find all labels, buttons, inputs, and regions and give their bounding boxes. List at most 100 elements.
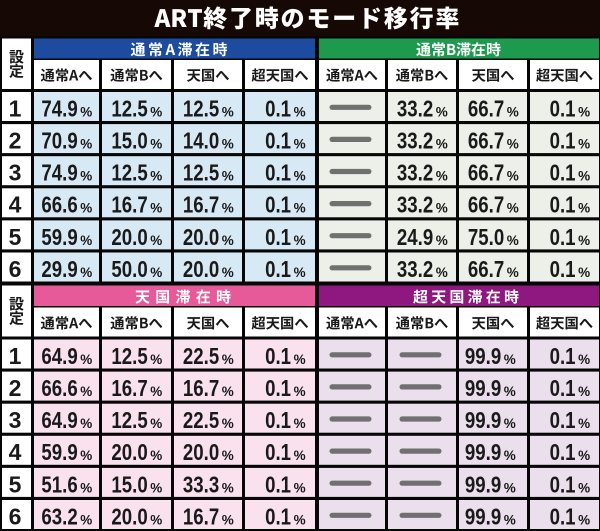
svg-text:0.1: 0.1 bbox=[550, 439, 576, 465]
svg-text:16.7: 16.7 bbox=[111, 375, 147, 401]
svg-text:0.1: 0.1 bbox=[550, 192, 576, 218]
svg-text:20.0: 20.0 bbox=[111, 224, 147, 250]
svg-text:5: 5 bbox=[9, 224, 22, 250]
svg-text:0.1: 0.1 bbox=[265, 160, 291, 186]
svg-text:%: % bbox=[150, 265, 162, 280]
svg-text:0.1: 0.1 bbox=[265, 407, 291, 433]
svg-text:%: % bbox=[578, 169, 590, 184]
svg-text:%: % bbox=[222, 201, 234, 216]
svg-text:12.5: 12.5 bbox=[111, 407, 147, 433]
svg-text:0.1: 0.1 bbox=[265, 343, 291, 369]
svg-text:%: % bbox=[578, 448, 590, 463]
svg-text:%: % bbox=[222, 512, 234, 527]
svg-text:0.1: 0.1 bbox=[265, 95, 291, 121]
svg-text:%: % bbox=[222, 384, 234, 399]
svg-text:%: % bbox=[294, 416, 306, 431]
svg-text:%: % bbox=[150, 104, 162, 119]
svg-text:0.1: 0.1 bbox=[265, 256, 291, 282]
svg-text:%: % bbox=[222, 137, 234, 152]
svg-text:%: % bbox=[504, 448, 516, 463]
svg-text:33.2: 33.2 bbox=[397, 160, 433, 186]
svg-text:99.9: 99.9 bbox=[465, 375, 501, 401]
svg-text:%: % bbox=[578, 512, 590, 527]
svg-text:%: % bbox=[294, 352, 306, 367]
svg-text:%: % bbox=[222, 265, 234, 280]
svg-text:33.2: 33.2 bbox=[397, 95, 433, 121]
svg-text:66.7: 66.7 bbox=[468, 256, 504, 282]
svg-text:%: % bbox=[578, 352, 590, 367]
svg-text:%: % bbox=[507, 201, 519, 216]
svg-text:%: % bbox=[578, 104, 590, 119]
svg-text:2: 2 bbox=[9, 128, 22, 154]
svg-text:%: % bbox=[294, 265, 306, 280]
svg-text:0.1: 0.1 bbox=[265, 471, 291, 497]
svg-text:%: % bbox=[294, 448, 306, 463]
svg-text:15.0: 15.0 bbox=[111, 128, 147, 154]
svg-text:%: % bbox=[507, 169, 519, 184]
svg-text:%: % bbox=[507, 265, 519, 280]
svg-text:%: % bbox=[436, 137, 448, 152]
svg-text:%: % bbox=[294, 233, 306, 248]
svg-text:20.0: 20.0 bbox=[111, 439, 147, 465]
svg-text:66.7: 66.7 bbox=[468, 95, 504, 121]
svg-text:66.7: 66.7 bbox=[468, 160, 504, 186]
svg-text:0.1: 0.1 bbox=[550, 128, 576, 154]
svg-text:0.1: 0.1 bbox=[265, 375, 291, 401]
svg-text:0.1: 0.1 bbox=[550, 471, 576, 497]
svg-text:%: % bbox=[80, 201, 92, 216]
svg-text:33.2: 33.2 bbox=[397, 128, 433, 154]
svg-text:%: % bbox=[504, 416, 516, 431]
svg-text:33.2: 33.2 bbox=[397, 192, 433, 218]
svg-text:0.1: 0.1 bbox=[550, 375, 576, 401]
svg-text:%: % bbox=[150, 233, 162, 248]
svg-text:%: % bbox=[80, 384, 92, 399]
svg-text:66.7: 66.7 bbox=[468, 128, 504, 154]
svg-text:12.5: 12.5 bbox=[183, 160, 219, 186]
svg-text:99.9: 99.9 bbox=[465, 439, 501, 465]
svg-text:20.0: 20.0 bbox=[183, 224, 219, 250]
svg-text:%: % bbox=[507, 233, 519, 248]
svg-text:%: % bbox=[80, 352, 92, 367]
svg-text:5: 5 bbox=[9, 471, 22, 497]
svg-text:%: % bbox=[222, 480, 234, 495]
svg-text:%: % bbox=[504, 480, 516, 495]
svg-text:0.1: 0.1 bbox=[550, 256, 576, 282]
svg-text:59.9: 59.9 bbox=[41, 224, 77, 250]
svg-text:66.6: 66.6 bbox=[41, 192, 77, 218]
svg-text:%: % bbox=[222, 169, 234, 184]
svg-text:%: % bbox=[294, 384, 306, 399]
svg-text:75.0: 75.0 bbox=[468, 224, 504, 250]
svg-text:%: % bbox=[222, 104, 234, 119]
svg-text:99.9: 99.9 bbox=[465, 343, 501, 369]
svg-text:%: % bbox=[150, 169, 162, 184]
svg-text:%: % bbox=[578, 416, 590, 431]
svg-text:0.1: 0.1 bbox=[265, 192, 291, 218]
svg-text:%: % bbox=[578, 233, 590, 248]
svg-text:99.9: 99.9 bbox=[465, 471, 501, 497]
svg-text:64.9: 64.9 bbox=[41, 343, 77, 369]
svg-text:12.5: 12.5 bbox=[111, 343, 147, 369]
svg-text:%: % bbox=[150, 480, 162, 495]
svg-text:%: % bbox=[80, 448, 92, 463]
svg-text:51.6: 51.6 bbox=[41, 471, 77, 497]
svg-text:63.2: 63.2 bbox=[41, 503, 77, 529]
svg-text:6: 6 bbox=[9, 256, 22, 282]
svg-text:16.7: 16.7 bbox=[183, 192, 219, 218]
svg-text:0.1: 0.1 bbox=[550, 343, 576, 369]
svg-text:%: % bbox=[294, 137, 306, 152]
svg-text:%: % bbox=[294, 104, 306, 119]
svg-text:%: % bbox=[222, 233, 234, 248]
svg-text:0.1: 0.1 bbox=[550, 160, 576, 186]
svg-text:%: % bbox=[507, 104, 519, 119]
svg-text:%: % bbox=[436, 265, 448, 280]
svg-text:%: % bbox=[80, 169, 92, 184]
svg-text:%: % bbox=[436, 201, 448, 216]
svg-text:%: % bbox=[150, 384, 162, 399]
svg-text:%: % bbox=[436, 104, 448, 119]
svg-text:22.5: 22.5 bbox=[183, 343, 219, 369]
svg-text:%: % bbox=[80, 137, 92, 152]
svg-text:15.0: 15.0 bbox=[111, 471, 147, 497]
svg-text:74.9: 74.9 bbox=[41, 95, 77, 121]
svg-text:70.9: 70.9 bbox=[41, 128, 77, 154]
svg-text:%: % bbox=[80, 480, 92, 495]
